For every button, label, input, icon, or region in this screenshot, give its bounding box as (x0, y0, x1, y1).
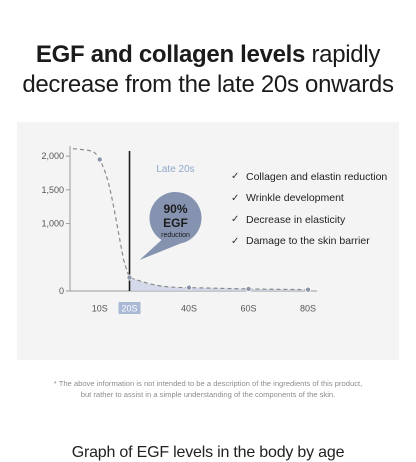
callout-name: EGF (163, 216, 188, 230)
y-tick-label: 1,500 (41, 185, 64, 195)
effect-item: ✓ Decrease in elasticity (231, 209, 387, 231)
x-tick-label: 40S (181, 304, 197, 314)
headline-bold-text: EGF and collagen levels (35, 41, 306, 68)
x-tick-label: 60S (241, 304, 257, 314)
data-point (126, 274, 133, 281)
footnote-line-2: but rather to assist in a simple underst… (80, 390, 336, 399)
effect-item: ✓ Collagen and elastin reduction (231, 166, 387, 188)
effect-label: Damage to the skin barrier (246, 235, 370, 248)
check-icon: ✓ (231, 235, 240, 247)
callout-bubble (139, 191, 202, 260)
y-tick-label: 1,000 (41, 219, 64, 229)
x-tick-label: 10S (92, 304, 108, 314)
headline-line-1: EGF and collagen levels rapidly (0, 40, 416, 70)
data-point (96, 156, 103, 163)
headline: EGF and collagen levels rapidly decrease… (0, 40, 416, 100)
effect-label: Decrease in elasticity (246, 213, 346, 226)
data-point (245, 285, 252, 292)
y-tick-label: 2,000 (41, 151, 64, 161)
callout-sub: reduction (161, 232, 190, 239)
effect-item: ✓ Wrinkle development (231, 188, 387, 210)
chart-card: 0 1,000 1,500 2,000 10S 20S 40S 60S 80S Late 20s 9… (17, 122, 399, 461)
highlight-category-box (118, 302, 141, 314)
late-20s-label: Late 20s (156, 164, 194, 175)
x-tick-label-highlight: 20S (122, 304, 138, 314)
effect-label: Wrinkle development (246, 192, 344, 205)
effect-label: Collagen and elastin reduction (246, 170, 388, 183)
x-tick-label: 80S (300, 304, 316, 314)
headline-line-2: decrease from the late 20s onwards (22, 71, 394, 98)
data-point (305, 286, 312, 293)
check-icon: ✓ (231, 171, 240, 183)
chart-caption: Graph of EGF levels in the body by age (71, 444, 345, 461)
y-tick-label: 0 (59, 286, 64, 296)
check-icon: ✓ (231, 214, 240, 226)
callout-value: 90% (163, 202, 187, 216)
data-point (186, 284, 193, 291)
footnote-line-1: * The above information is not intended … (53, 379, 363, 388)
headline-line-1-rest: rapidly (311, 41, 381, 68)
check-icon: ✓ (231, 192, 240, 204)
egf-series-line (72, 148, 309, 291)
egf-chart: 0 1,000 1,500 2,000 10S 20S 40S 60S 80S Late 20s 9… (41, 146, 317, 314)
effects-list: ✓ Collagen and elastin reduction ✓ Wrinkle … (231, 166, 387, 252)
footnote: * The above information is not intended … (0, 378, 416, 400)
effect-item: ✓ Damage to the skin barrier (231, 231, 387, 253)
decline-area (129, 277, 309, 291)
